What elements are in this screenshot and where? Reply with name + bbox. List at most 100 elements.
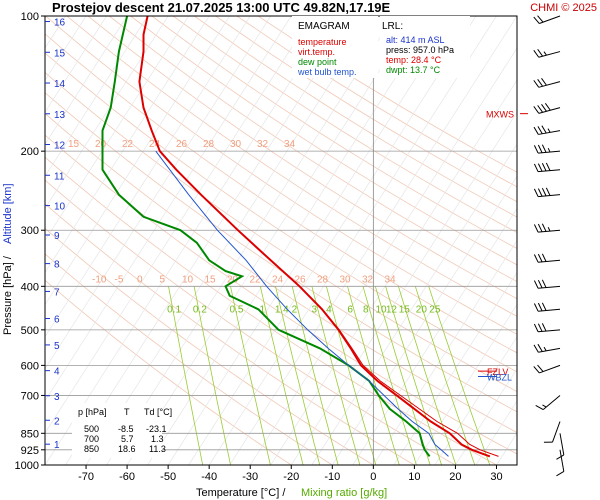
guide-line <box>147 16 436 465</box>
guide-line <box>188 16 477 465</box>
x-tick-label: -10 <box>324 471 340 483</box>
adiabat-label: 26 <box>176 139 188 150</box>
x-tick-label: -20 <box>283 471 299 483</box>
lrl-box: LRL: alt: 414 m ASL press: 957.0 hPa tem… <box>380 16 470 78</box>
x-tick-label: -50 <box>160 471 176 483</box>
wind-barb <box>533 77 561 88</box>
table-header-p: p [hPa] <box>78 407 107 417</box>
table-bg <box>72 403 162 458</box>
guide-line <box>85 16 374 465</box>
dry-adiabat-line <box>66 16 517 317</box>
adiabat-label: 26 <box>295 274 307 285</box>
marker-label: WBZL <box>487 372 512 382</box>
wind-barb <box>533 223 561 233</box>
altitude-tick-label: 14 <box>54 79 66 90</box>
wind-barb-flag <box>541 323 547 332</box>
wind-barb-flag <box>545 187 551 196</box>
adiabat-label: 30 <box>230 139 242 150</box>
altitude-tick-label: 12 <box>54 141 66 152</box>
wind-profile <box>533 15 565 477</box>
chart-title: Prostejov descent 21.07.2025 13:00 UTC 4… <box>52 0 391 15</box>
mixing-ratio-label: 1.4 <box>275 304 289 315</box>
wind-barb-flag <box>537 144 543 153</box>
summary-table: p [hPa] T Td [°C] 500 -8.5 -23.1 700 5.7… <box>72 403 172 458</box>
guide-line <box>65 16 354 465</box>
wind-barb-flag <box>533 16 540 24</box>
guide-line <box>332 175 517 465</box>
wind-barb-flag <box>541 187 547 197</box>
altitude-tick-label: 2 <box>54 416 60 427</box>
lrl-dewpoint: dwpt: 13.7 °C <box>386 65 441 75</box>
dry-adiabat-line <box>109 16 517 282</box>
wind-barb-flag <box>533 280 539 289</box>
series-dew-point <box>101 16 431 457</box>
p-tick-label: 400 <box>21 281 39 293</box>
adiabat-label: -10 <box>92 274 107 285</box>
guide-line <box>45 16 230 306</box>
adiabat-label: 34 <box>385 274 397 285</box>
wind-barb-flag <box>533 323 539 332</box>
series-virt-temp <box>138 16 499 457</box>
wind-barb <box>533 125 561 135</box>
wind-barb-shaft <box>552 421 561 443</box>
wind-barb <box>533 279 561 289</box>
wind-barb-flag <box>533 303 539 312</box>
x-tick-label: -70 <box>78 471 94 483</box>
guide-line <box>167 16 456 465</box>
mixing-ratio-label: 20 <box>416 304 428 315</box>
guide-line <box>414 303 517 465</box>
dry-adiabat-line <box>45 16 517 335</box>
guide-line <box>45 16 210 274</box>
wind-barb-flag <box>533 163 539 172</box>
guide-line <box>249 47 517 465</box>
lrl-bg <box>380 16 470 78</box>
wind-barb-shaft <box>559 433 565 456</box>
guide-line <box>208 16 497 465</box>
mixing-ratio-label: 8 <box>363 304 369 315</box>
legend-bg <box>292 16 378 78</box>
legend: EMAGRAM temperature virt.temp. dew point… <box>292 16 378 78</box>
wind-barb <box>533 48 561 58</box>
wind-barb-flag <box>541 77 547 86</box>
x-axis-title: Temperature [°C] / <box>196 487 286 499</box>
x-tick-label: 0 <box>370 471 376 483</box>
marker-label: MXWS <box>486 110 514 120</box>
plot-frame <box>44 15 518 466</box>
y-axis-title-altitude: Altitude [km] <box>2 183 14 244</box>
wind-barb-flag <box>533 224 539 233</box>
wind-barb-flag <box>533 106 540 114</box>
guide-line <box>45 16 148 178</box>
table-row-500-td: -23.1 <box>146 424 167 434</box>
wind-barb <box>533 15 561 24</box>
marker-label: FZLV <box>487 367 508 377</box>
wind-barb-flag <box>537 364 544 372</box>
table-row-700-td: 1.3 <box>151 434 164 444</box>
mixing-ratio-label: 25 <box>429 304 441 315</box>
adiabat-label: 22 <box>250 274 262 285</box>
altitude-tick-label: 7 <box>54 287 60 298</box>
altitude-tick-label: 8 <box>54 260 60 271</box>
adiabat-label: 15 <box>68 139 80 150</box>
lrl-altitude: alt: 414 m ASL <box>386 35 445 45</box>
dry-adiabat-line <box>151 16 517 249</box>
altitude-tick-label: 4 <box>54 367 60 378</box>
altitude-tick-label: 3 <box>54 392 60 403</box>
wind-barb-half <box>547 147 551 153</box>
wind-barb-half <box>547 128 551 133</box>
adiabat-label: 5 <box>160 274 166 285</box>
wind-barb-flag <box>541 163 547 172</box>
legend-item-dew-point: dew point <box>298 57 337 67</box>
wind-barb-flag <box>537 188 543 197</box>
guide-line <box>45 16 272 370</box>
mixing-ratio-label: 2 <box>292 304 298 315</box>
legend-item-wet-bulb: wet bulb temp. <box>297 67 357 77</box>
wind-barb-flag <box>541 253 547 262</box>
wind-barb-flag <box>541 223 547 232</box>
p-tick-label: 500 <box>21 325 39 337</box>
dry-adiabat-line <box>45 52 517 373</box>
copyright-text: CHMI © 2025 <box>530 2 597 14</box>
y-axis-title: Pressure [hPa] / <box>2 255 14 335</box>
dry-adiabat-line <box>45 113 517 434</box>
